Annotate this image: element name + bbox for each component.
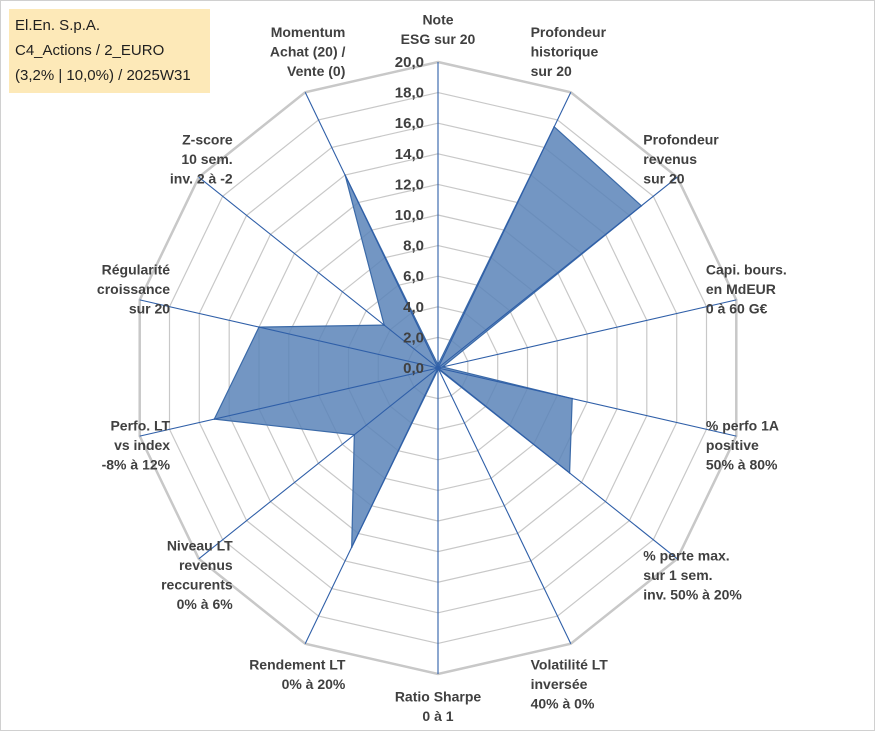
axis-spoke-2 bbox=[437, 176, 678, 369]
axis-label-0-line-0: Note bbox=[422, 12, 453, 28]
period-label: (3,2% | 10,0%) / 2025W31 bbox=[15, 67, 191, 84]
tick-label-9: 18,0 bbox=[395, 85, 424, 102]
axis-label-3-line-0: Capi. bours. bbox=[706, 262, 787, 278]
axis-spoke-10 bbox=[139, 367, 439, 437]
axis-label-4: % perfo 1A positive 50% à 80% bbox=[706, 417, 779, 472]
axis-label-2-line-2: sur 20 bbox=[643, 171, 684, 187]
axis-spoke-5 bbox=[437, 367, 678, 560]
axis-label-11-line-1: croissance bbox=[97, 281, 170, 297]
axis-spoke-13 bbox=[304, 92, 439, 369]
axis-label-10-line-1: vs index bbox=[114, 437, 170, 453]
axis-label-12-line-0: Z-score bbox=[182, 132, 233, 148]
axis-label-13-line-1: Achat (20) / bbox=[270, 44, 346, 60]
axis-label-13: Momentum Achat (20) / Vente (0) bbox=[270, 24, 346, 79]
tick-label-0: 0,0 bbox=[403, 360, 424, 377]
axis-label-6: Volatilité LT inversée 40% à 0% bbox=[531, 657, 609, 712]
axis-label-10: Perfo. LT vs index -8% à 12% bbox=[102, 417, 171, 472]
tick-label-5: 10,0 bbox=[395, 207, 424, 224]
axis-label-11: Régularité croissance sur 20 bbox=[97, 262, 170, 317]
axis-label-1-line-2: sur 20 bbox=[531, 63, 572, 79]
axis-spoke-4 bbox=[437, 367, 737, 437]
tick-label-3: 6,0 bbox=[403, 268, 424, 285]
company-name: El.En. S.p.A. bbox=[15, 17, 101, 34]
tick-label-4: 8,0 bbox=[403, 238, 424, 255]
radar-axes bbox=[139, 62, 737, 674]
axis-label-6-line-0: Volatilité LT bbox=[531, 657, 609, 673]
axis-label-8-line-0: Rendement LT bbox=[249, 657, 346, 673]
axis-spoke-3 bbox=[437, 299, 737, 369]
axis-spoke-11 bbox=[139, 299, 439, 369]
axis-spoke-12 bbox=[198, 176, 439, 369]
axis-label-7-line-1: 0 à 1 bbox=[422, 708, 453, 724]
axis-label-4-line-2: 50% à 80% bbox=[706, 456, 778, 472]
axis-spoke-6 bbox=[437, 367, 572, 644]
axis-label-11-line-0: Régularité bbox=[102, 262, 171, 278]
axis-label-12: Z-score 10 sem. inv. 2 à -2 bbox=[170, 132, 233, 187]
axis-label-3-line-2: 0 à 60 G€ bbox=[706, 301, 768, 317]
tick-label-6: 12,0 bbox=[395, 176, 424, 193]
tick-label-7: 14,0 bbox=[395, 146, 424, 163]
axis-label-8-line-1: 0% à 20% bbox=[282, 676, 346, 692]
chart-title-box: El.En. S.p.A. C4_Actions / 2_EURO (3,2% … bbox=[9, 9, 210, 93]
axis-label-4-line-1: positive bbox=[706, 437, 759, 453]
axis-label-11-line-2: sur 20 bbox=[129, 301, 170, 317]
axis-label-4-line-0: % perfo 1A bbox=[706, 417, 779, 433]
axis-label-2-line-1: revenus bbox=[643, 151, 697, 167]
axis-label-5-line-0: % perte max. bbox=[643, 547, 729, 563]
axis-label-3-line-1: en MdEUR bbox=[706, 281, 776, 297]
axis-label-1-line-0: Profondeur bbox=[531, 24, 607, 40]
axis-label-1-line-1: historique bbox=[531, 44, 599, 60]
axis-label-0: Note ESG sur 20 bbox=[401, 12, 476, 48]
radar-axis-labels: Note ESG sur 20 Profondeur historique sur 20… bbox=[97, 12, 787, 725]
axis-label-6-line-2: 40% à 0% bbox=[531, 696, 595, 712]
axis-label-12-line-1: 10 sem. bbox=[181, 151, 232, 167]
axis-label-13-line-0: Momentum bbox=[271, 24, 346, 40]
axis-label-5-line-2: inv. 50% à 20% bbox=[643, 586, 742, 602]
axis-label-0-line-1: ESG sur 20 bbox=[401, 31, 476, 47]
axis-spoke-8 bbox=[304, 367, 439, 644]
axis-label-6-line-1: inversée bbox=[531, 676, 588, 692]
axis-label-9-line-2: reccurents bbox=[161, 577, 233, 593]
axis-label-7-line-0: Ratio Sharpe bbox=[395, 689, 482, 705]
axis-label-5: % perte max. sur 1 sem. inv. 50% à 20% bbox=[643, 547, 742, 602]
axis-spoke-1 bbox=[437, 92, 572, 369]
axis-label-9-line-0: Niveau LT bbox=[167, 538, 233, 554]
tick-label-1: 2,0 bbox=[403, 329, 424, 346]
axis-label-9-line-3: 0% à 6% bbox=[177, 596, 234, 612]
axis-label-12-line-2: inv. 2 à -2 bbox=[170, 171, 233, 187]
axis-label-5-line-1: sur 1 sem. bbox=[643, 567, 712, 583]
axis-spoke-9 bbox=[198, 367, 439, 560]
radar-tick-labels: 0,0 2,0 4,0 6,0 8,0 10,0 12,0 14,0 16,0 18,0 20,0 bbox=[395, 54, 424, 377]
axis-label-9: Niveau LT revenus reccurents 0% à 6% bbox=[161, 538, 233, 613]
axis-label-10-line-0: Perfo. LT bbox=[110, 417, 170, 433]
axis-label-3: Capi. bours. en MdEUR 0 à 60 G€ bbox=[706, 262, 787, 317]
axis-label-7: Ratio Sharpe 0 à 1 bbox=[395, 689, 482, 725]
category-label: C4_Actions / 2_EURO bbox=[15, 42, 165, 59]
axis-label-2-line-0: Profondeur bbox=[643, 132, 719, 148]
axis-label-10-line-2: -8% à 12% bbox=[102, 456, 171, 472]
axis-label-8: Rendement LT 0% à 20% bbox=[249, 657, 346, 693]
tick-label-8: 16,0 bbox=[395, 115, 424, 132]
axis-label-1: Profondeur historique sur 20 bbox=[531, 24, 607, 79]
tick-label-10: 20,0 bbox=[395, 54, 424, 71]
tick-label-2: 4,0 bbox=[403, 299, 424, 316]
axis-label-9-line-1: revenus bbox=[179, 557, 233, 573]
axis-label-2: Profondeur revenus sur 20 bbox=[643, 132, 719, 187]
axis-label-13-line-2: Vente (0) bbox=[287, 63, 345, 79]
